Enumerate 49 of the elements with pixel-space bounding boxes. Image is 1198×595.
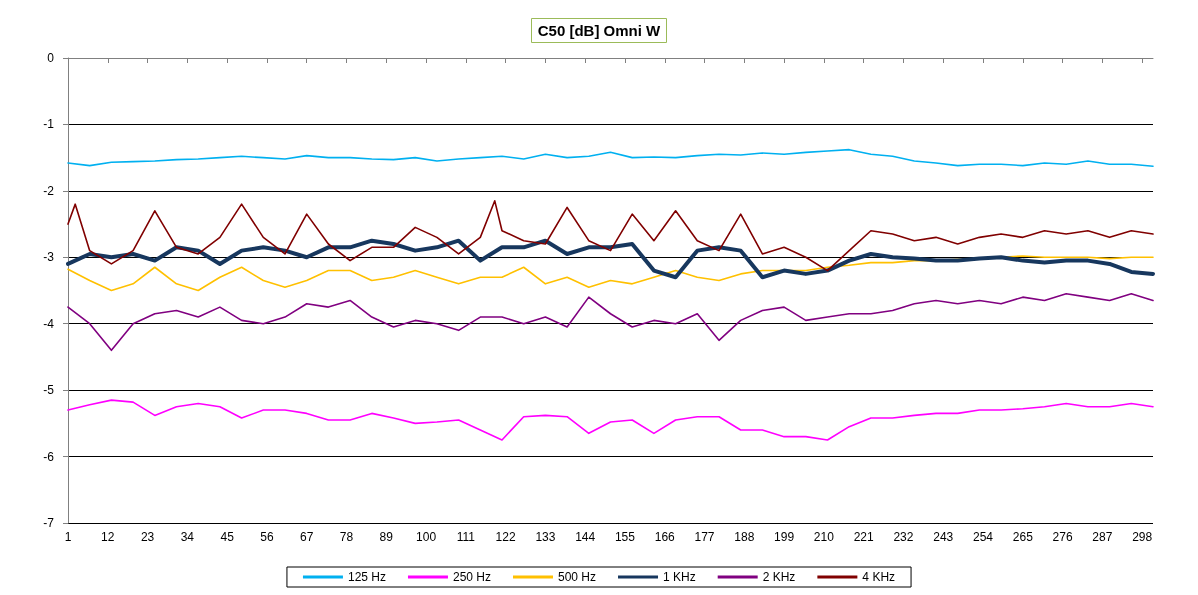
y-tick-label: -3	[43, 250, 55, 265]
x-tick-label: 133	[535, 530, 556, 544]
x-tick-label: 210	[813, 530, 835, 544]
x-tick-label: 287	[1092, 530, 1113, 544]
x-tick-label: 188	[734, 530, 755, 544]
x-tick-label: 243	[933, 530, 954, 544]
chart-title: C50 [dB] Omni W	[537, 22, 662, 39]
x-tick-label: 177	[694, 530, 715, 544]
legend-label: 250 Hz	[452, 570, 491, 584]
line-series	[66, 238, 1155, 280]
x-tick-label: 276	[1052, 530, 1073, 544]
line-series	[67, 255, 1154, 292]
x-tick-label: 67	[300, 530, 314, 544]
x-tick-label: 111	[456, 530, 476, 544]
legend-label: 125 Hz	[347, 570, 386, 584]
x-tick-label: 78	[339, 530, 354, 544]
x-tick-label: 56	[260, 530, 274, 544]
legend-label: 4 KHz	[862, 570, 896, 584]
line-series	[67, 148, 1154, 168]
x-tick-label: 232	[893, 530, 914, 544]
y-tick-label: -5	[43, 383, 55, 398]
legend-label: 1 KHz	[663, 570, 696, 584]
x-tick-label: 89	[379, 530, 394, 544]
y-tick-label: -2	[43, 183, 55, 198]
x-tick-label: 166	[654, 530, 676, 544]
y-tick-label: -1	[43, 117, 55, 132]
x-tick-label: 144	[575, 530, 596, 544]
legend-label: 500 Hz	[557, 570, 597, 584]
y-tick-label: -6	[43, 449, 55, 464]
x-tick-label: 45	[220, 530, 235, 544]
x-tick-label: 1	[64, 530, 72, 544]
line-series	[67, 293, 1154, 352]
x-tick-label: 122	[495, 530, 516, 544]
x-tick-label: 265	[1012, 530, 1034, 544]
y-tick-label: -4	[43, 316, 55, 331]
x-tick-label: 12	[101, 530, 115, 544]
line-series	[67, 399, 1154, 441]
x-tick-label: 34	[180, 530, 195, 544]
x-tick-label: 254	[973, 530, 994, 544]
y-tick-label: 0	[47, 51, 55, 65]
line-series	[67, 200, 1154, 272]
x-tick-label: 221	[853, 530, 874, 544]
x-tick-label: 155	[614, 530, 636, 544]
y-tick-label: -7	[43, 516, 55, 530]
x-tick-label: 199	[774, 530, 795, 544]
x-tick-label: 298	[1132, 530, 1153, 544]
x-tick-label: 100	[416, 530, 437, 544]
legend-label: 2 KHz	[762, 570, 796, 584]
x-tick-label: 23	[140, 530, 155, 544]
